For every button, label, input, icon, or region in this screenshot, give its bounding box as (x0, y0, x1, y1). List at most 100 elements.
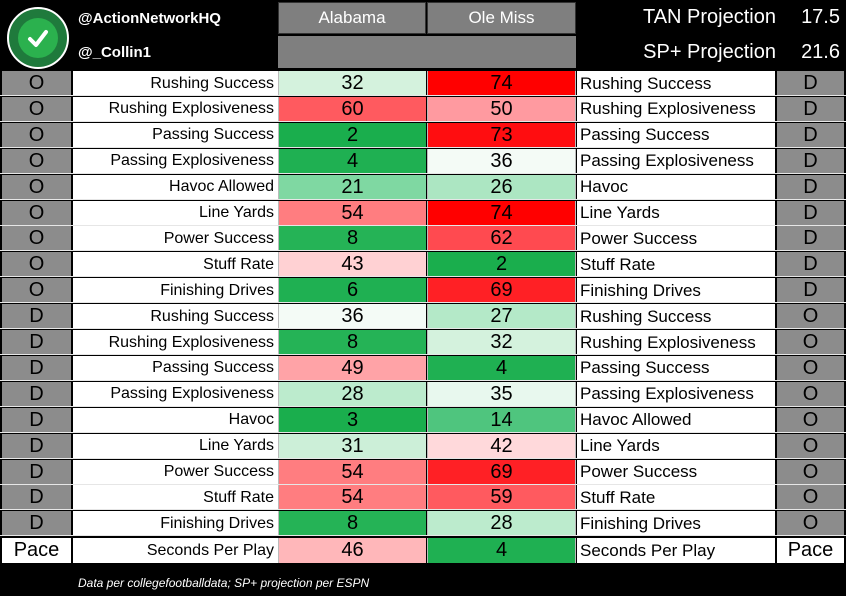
stat-label-left: Power Success (73, 459, 278, 485)
stat-label-left: Line Yards (73, 433, 278, 459)
stat-label-left: Passing Success (73, 355, 278, 381)
stat-label-right: Rushing Explosiveness (577, 330, 775, 355)
team-header-blank (278, 36, 576, 68)
team-b-rank: 74 (427, 71, 576, 96)
stat-row: O Line Yards 54 74 Line Yards D (0, 200, 846, 226)
stat-row: D Rushing Explosiveness 8 32 Rushing Explosi… (0, 330, 846, 355)
pace-label-left: Seconds Per Play (73, 538, 278, 564)
row-separator (0, 457, 846, 459)
pace-side-right: Pace (775, 538, 846, 564)
stat-label-right: Line Yards (577, 200, 775, 226)
stat-label-left: Rushing Success (73, 304, 278, 330)
row-separator (0, 509, 846, 511)
team-b-rank: 26 (427, 174, 576, 200)
team-a-header: Alabama (278, 2, 426, 34)
stat-label-right: Power Success (577, 226, 775, 252)
unit-side-left: O (0, 226, 73, 252)
unit-side-left: O (0, 148, 73, 174)
secondary-handle: @_Collin1 (78, 44, 151, 61)
team-a-rank: 43 (278, 252, 426, 278)
stat-row: O Finishing Drives 6 69 Finishing Drives D (0, 278, 846, 304)
team-a-rank: 8 (278, 330, 426, 355)
stat-label-left: Passing Explosiveness (73, 148, 278, 174)
unit-side-right: D (775, 200, 846, 226)
stat-label-right: Rushing Success (577, 304, 775, 330)
unit-side-left: D (0, 381, 73, 407)
unit-side-right: D (775, 226, 846, 252)
stat-label-left: Power Success (73, 226, 278, 252)
team-a-rank: 54 (278, 459, 426, 485)
stat-label-right: Finishing Drives (577, 511, 775, 537)
stat-row: D Finishing Drives 8 28 Finishing Drives O (0, 511, 846, 537)
stat-label-right: Power Success (577, 459, 775, 485)
unit-side-left: D (0, 433, 73, 459)
team-a-rank: 54 (278, 485, 426, 511)
team-a-rank: 3 (278, 407, 426, 433)
team-b-rank: 2 (427, 252, 576, 278)
team-b-rank: 73 (427, 122, 576, 148)
stat-label-left: Line Yards (73, 200, 278, 226)
stat-label-left: Stuff Rate (73, 252, 278, 278)
unit-side-left: D (0, 511, 73, 537)
team-a-rank: 2 (278, 122, 426, 148)
stat-label-left: Passing Success (73, 122, 278, 148)
team-b-rank: 50 (427, 96, 576, 122)
stat-label-right: Havoc Allowed (577, 407, 775, 433)
row-separator (0, 198, 846, 200)
stat-row: D Stuff Rate 54 59 Stuff Rate O (0, 485, 846, 511)
pace-side-left: Pace (0, 538, 73, 564)
stat-row: D Passing Explosiveness 28 35 Passing Explos… (0, 381, 846, 407)
team-a-rank: 21 (278, 174, 426, 200)
stat-row: O Stuff Rate 43 2 Stuff Rate D (0, 252, 846, 278)
primary-handle: @ActionNetworkHQ (78, 10, 221, 27)
unit-side-right: D (775, 252, 846, 278)
team-b-rank: 69 (427, 278, 576, 304)
stat-label-right: Finishing Drives (577, 278, 775, 304)
stat-label-right: Rushing Success (577, 71, 775, 96)
stat-label-left: Rushing Explosiveness (73, 96, 278, 122)
tan-projection-value: 17.5 (801, 6, 840, 28)
team-a-rank: 49 (278, 355, 426, 381)
team-a-rank: 36 (278, 304, 426, 330)
team-b-rank: 35 (427, 381, 576, 407)
unit-side-left: D (0, 459, 73, 485)
team-b-rank: 42 (427, 433, 576, 459)
row-separator (0, 95, 846, 96)
row-separator (0, 431, 846, 433)
unit-side-right: O (775, 433, 846, 459)
stat-label-right: Passing Explosiveness (577, 381, 775, 407)
team-b-rank: 32 (427, 330, 576, 355)
stat-label-left: Rushing Success (73, 71, 278, 96)
row-separator (0, 328, 846, 330)
unit-side-right: O (775, 459, 846, 485)
row-separator (0, 405, 846, 407)
stat-row: D Rushing Success 36 27 Rushing Success O (0, 304, 846, 330)
unit-side-left: D (0, 355, 73, 381)
stat-label-left: Stuff Rate (73, 485, 278, 511)
team-a-rank: 54 (278, 200, 426, 226)
team-b-rank: 62 (427, 226, 576, 252)
unit-side-right: O (775, 511, 846, 537)
unit-side-left: D (0, 330, 73, 355)
row-separator (0, 172, 846, 174)
team-a-pace-rank: 46 (278, 538, 426, 564)
pace-label-right: Seconds Per Play (577, 538, 775, 564)
unit-side-left: O (0, 122, 73, 148)
stat-label-right: Rushing Explosiveness (577, 96, 775, 122)
unit-side-left: O (0, 200, 73, 226)
unit-side-left: O (0, 252, 73, 278)
team-a-rank: 60 (278, 96, 426, 122)
team-b-header: Ole Miss (427, 2, 576, 34)
unit-side-right: D (775, 148, 846, 174)
unit-side-left: D (0, 304, 73, 330)
row-separator (0, 483, 846, 485)
stat-label-right: Stuff Rate (577, 485, 775, 511)
stat-row: O Passing Success 2 73 Passing Success D (0, 122, 846, 148)
stat-label-left: Finishing Drives (73, 511, 278, 537)
team-b-rank: 4 (427, 355, 576, 381)
stat-label-left: Passing Explosiveness (73, 381, 278, 407)
stat-row: O Rushing Success 32 74 Rushing Success D (0, 71, 846, 96)
section-divider (0, 536, 846, 539)
row-separator (0, 276, 846, 278)
team-a-rank: 8 (278, 511, 426, 537)
